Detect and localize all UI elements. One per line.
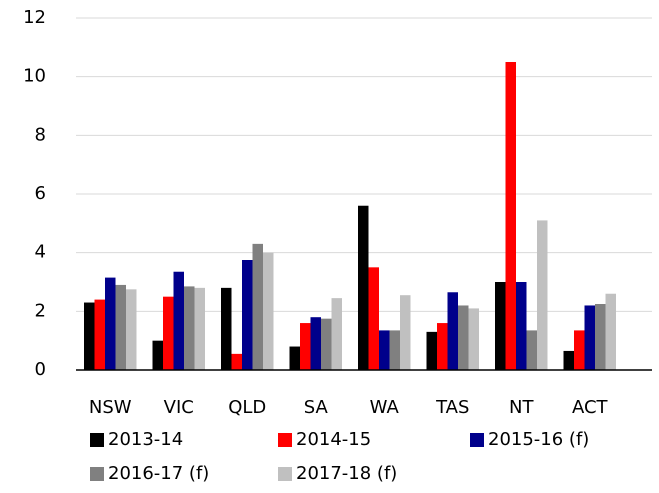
legend-swatch — [470, 433, 484, 447]
bar — [426, 331, 437, 370]
bar — [300, 323, 311, 370]
bar — [84, 302, 95, 370]
x-tick-label: WA — [370, 397, 400, 418]
y-tick-label: 12 — [23, 7, 46, 28]
x-tick-label: QLD — [228, 397, 266, 418]
legend-swatch — [90, 433, 104, 447]
bar — [94, 299, 105, 370]
legend-swatch — [278, 467, 292, 481]
bar — [505, 62, 516, 370]
bar — [105, 277, 116, 370]
legend-label: 2013-14 — [108, 429, 183, 450]
bar — [537, 220, 548, 370]
y-tick-label: 10 — [23, 66, 46, 87]
x-tick-label: TAS — [435, 397, 469, 418]
y-tick-label: 2 — [35, 300, 46, 321]
bar — [358, 205, 369, 370]
bar — [379, 330, 390, 370]
x-tick-label: VIC — [164, 397, 194, 418]
legend-label: 2015-16 (f) — [488, 429, 589, 450]
x-tick-label: ACT — [572, 397, 609, 418]
bar — [605, 293, 616, 370]
bar — [252, 243, 263, 370]
y-tick-label: 8 — [35, 124, 46, 145]
x-tick-label: NSW — [89, 397, 132, 418]
bar — [495, 282, 506, 370]
bar — [126, 289, 137, 370]
bar — [595, 304, 606, 370]
bar — [115, 284, 126, 370]
bar — [468, 308, 479, 370]
legend-swatch — [90, 467, 104, 481]
bar — [163, 296, 174, 370]
bar — [194, 287, 205, 370]
bar — [574, 330, 585, 370]
legend-swatch — [278, 433, 292, 447]
bar — [389, 330, 400, 370]
bar — [263, 252, 274, 370]
legend-label: 2014-15 — [296, 429, 371, 450]
bar — [516, 282, 527, 370]
bar — [242, 260, 253, 370]
bar — [331, 298, 342, 370]
bar — [231, 353, 242, 370]
y-tick-label: 4 — [35, 242, 46, 263]
legend-label: 2017-18 (f) — [296, 463, 397, 484]
bar — [584, 305, 595, 370]
bar — [310, 317, 321, 370]
bar — [173, 271, 184, 370]
bar — [184, 286, 195, 370]
bar — [289, 346, 300, 370]
y-tick-label: 0 — [35, 359, 46, 380]
bar — [152, 340, 163, 370]
x-tick-label: SA — [304, 397, 329, 418]
legend-label: 2016-17 (f) — [108, 463, 209, 484]
bar — [563, 350, 574, 370]
bar — [458, 305, 469, 370]
bar — [447, 292, 458, 370]
bar — [526, 330, 537, 370]
bar — [400, 295, 411, 370]
x-tick-label: NT — [509, 397, 534, 418]
bar — [368, 267, 379, 370]
bar — [321, 318, 332, 370]
bar — [437, 323, 448, 370]
y-tick-label: 6 — [35, 183, 46, 204]
bar — [221, 287, 232, 370]
